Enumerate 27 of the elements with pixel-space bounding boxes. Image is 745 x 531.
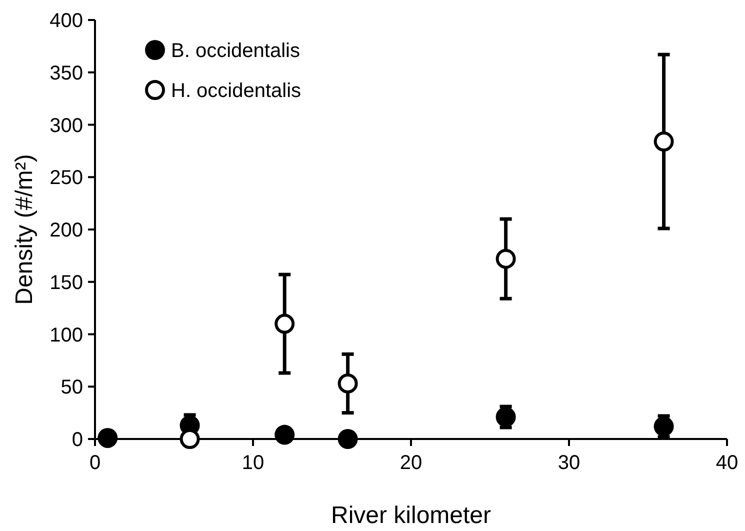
x-tick-label: 0 <box>89 452 101 474</box>
y-tick-label: 350 <box>50 62 83 84</box>
y-tick-label: 150 <box>50 272 83 294</box>
x-tick-label: 20 <box>400 452 422 474</box>
y-tick-label: 100 <box>50 324 83 346</box>
point <box>274 424 295 445</box>
point <box>274 314 295 334</box>
point <box>338 429 358 449</box>
point <box>98 428 118 448</box>
y-tick-label: 200 <box>50 220 83 242</box>
y-axis-title: Density (#/m²) <box>11 154 38 305</box>
x-tick-label: 40 <box>716 452 738 474</box>
y-tick-label: 300 <box>50 114 83 137</box>
y-tick-label: 400 <box>50 10 83 32</box>
x-tick-label: 30 <box>558 452 580 474</box>
point <box>496 248 516 269</box>
x-axis-title: River kilometer <box>330 502 492 529</box>
point <box>654 416 674 436</box>
point <box>496 407 516 428</box>
y-tick-label: 0 <box>72 429 83 451</box>
y-tick-label: 250 <box>50 167 83 190</box>
y-tick-label: 50 <box>60 376 83 399</box>
point <box>654 132 674 152</box>
point <box>338 373 358 394</box>
legend-label: H. occidentalis <box>171 80 302 102</box>
legend-label: B. occidentalis <box>171 40 300 62</box>
x-tick-label: 10 <box>242 452 264 474</box>
